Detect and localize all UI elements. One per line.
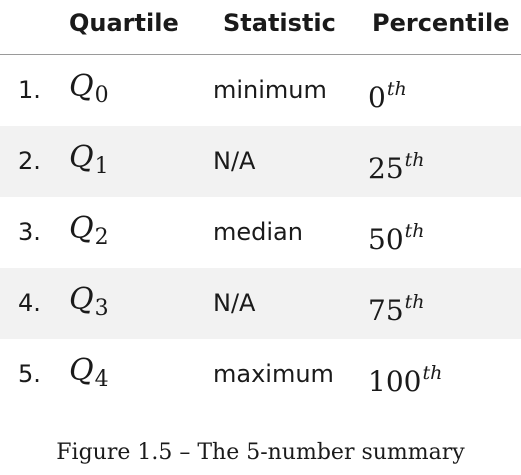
header-statistic: Statistic — [223, 9, 336, 37]
quartile-symbol: Q0 — [69, 69, 109, 108]
table-row: 3. Q2 median 50th — [0, 197, 521, 268]
percentile-value: 75th — [368, 291, 425, 327]
header-percentile: Percentile — [372, 9, 510, 37]
statistic-value: minimum — [213, 76, 327, 104]
row-number: 4. — [18, 289, 41, 317]
row-number: 3. — [18, 218, 41, 246]
table-row: 4. Q3 N/A 75th — [0, 268, 521, 339]
figure-caption: Figure 1.5 – The 5-number summary — [56, 440, 465, 465]
quartile-table: Quartile Statistic Percentile 1. Q0 mini… — [0, 0, 521, 410]
table-row: 1. Q0 minimum 0th — [0, 55, 521, 126]
quartile-symbol: Q4 — [69, 353, 109, 392]
row-number: 2. — [18, 147, 41, 175]
statistic-value: N/A — [213, 289, 256, 317]
header-quartile: Quartile — [69, 9, 179, 37]
statistic-value: median — [213, 218, 303, 246]
row-number: 5. — [18, 360, 41, 388]
quartile-symbol: Q3 — [69, 282, 109, 321]
percentile-value: 50th — [368, 220, 425, 256]
percentile-value: 25th — [368, 149, 425, 185]
table-header: Quartile Statistic Percentile — [0, 0, 521, 55]
quartile-symbol: Q2 — [69, 211, 109, 250]
table-row: 5. Q4 maximum 100th — [0, 339, 521, 410]
row-number: 1. — [18, 76, 41, 104]
statistic-value: N/A — [213, 147, 256, 175]
quartile-symbol: Q1 — [69, 140, 109, 179]
percentile-value: 0th — [368, 78, 407, 114]
table-row: 2. Q1 N/A 25th — [0, 126, 521, 197]
percentile-value: 100th — [368, 362, 443, 398]
statistic-value: maximum — [213, 360, 334, 388]
